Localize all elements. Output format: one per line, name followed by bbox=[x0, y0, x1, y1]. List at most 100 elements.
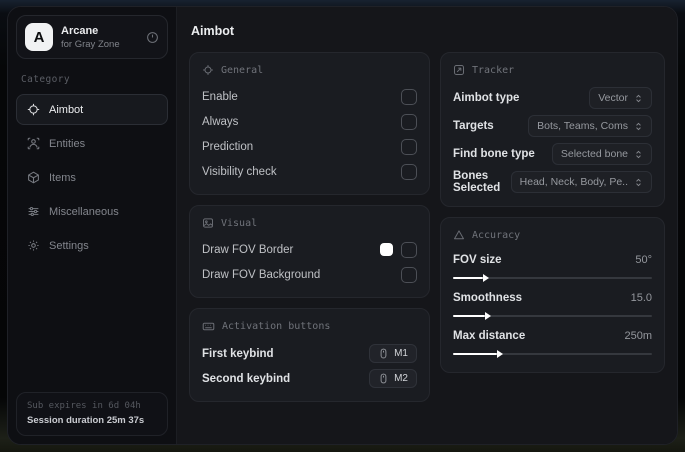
slider-fill bbox=[453, 312, 491, 320]
slider-thumb[interactable] bbox=[482, 274, 489, 282]
setting-label: Max distance bbox=[453, 330, 526, 342]
crosshair-icon bbox=[27, 103, 40, 116]
brand-texts: Arcane for Gray Zone bbox=[61, 25, 120, 50]
setting-row-enable: Enable bbox=[202, 85, 417, 108]
targets-select[interactable]: Bots, Teams, Coms bbox=[528, 115, 652, 137]
setting-label: Enable bbox=[202, 90, 238, 103]
sidebar-item-settings[interactable]: Settings bbox=[16, 230, 168, 261]
activation-buttons-card: Activation buttons First keybind M1 bbox=[189, 308, 430, 402]
smoothness-slider[interactable] bbox=[453, 312, 652, 320]
select-value: Selected bone bbox=[560, 148, 628, 160]
setting-label: First keybind bbox=[202, 347, 274, 360]
fov-border-color-swatch[interactable] bbox=[380, 243, 393, 256]
setting-row-targets: Targets Bots, Teams, Coms bbox=[453, 113, 652, 139]
setting-label: Find bone type bbox=[453, 148, 535, 160]
sidebar: A Arcane for Gray Zone Category Aimbot bbox=[8, 7, 177, 444]
setting-row-visibility-check: Visibility check bbox=[202, 160, 417, 183]
main-panel: Aimbot General Enable bbox=[177, 7, 677, 444]
slider-fill bbox=[453, 350, 503, 358]
sliders-icon bbox=[27, 205, 40, 218]
slider-fill bbox=[453, 274, 489, 282]
visibility-check-checkbox[interactable] bbox=[401, 163, 417, 180]
mouse-icon bbox=[378, 373, 389, 384]
max-distance-slider-group: Max distance 250m bbox=[453, 326, 652, 358]
always-checkbox[interactable] bbox=[401, 113, 417, 130]
setting-row-draw-fov-border: Draw FOV Border bbox=[202, 238, 417, 261]
keyboard-icon bbox=[202, 320, 215, 333]
accuracy-card-header: Accuracy bbox=[453, 229, 652, 241]
bones-selected-select[interactable]: Head, Neck, Body, Pe.. bbox=[510, 171, 652, 193]
select-value: Bots, Teams, Coms bbox=[537, 120, 628, 132]
setting-label: Bones Selected bbox=[453, 170, 501, 194]
mouse-icon bbox=[378, 348, 389, 359]
subscription-status-card: Sub expires in 6d 04h Session duration 2… bbox=[16, 392, 168, 436]
chevron-up-down-icon bbox=[634, 94, 643, 103]
setting-row-aimbot-type: Aimbot type Vector bbox=[453, 85, 652, 111]
category-label: Category bbox=[21, 74, 70, 85]
crosshair-icon bbox=[202, 64, 214, 76]
prediction-checkbox[interactable] bbox=[401, 138, 417, 155]
enable-checkbox[interactable] bbox=[401, 88, 417, 105]
entities-icon bbox=[27, 137, 40, 150]
tracker-card-header: Tracker bbox=[453, 64, 652, 76]
second-keybind-button[interactable]: M2 bbox=[369, 369, 417, 388]
slider-value: 15.0 bbox=[630, 292, 652, 304]
setting-row-first-keybind: First keybind M1 bbox=[202, 342, 417, 365]
app-window: A Arcane for Gray Zone Category Aimbot bbox=[7, 6, 678, 445]
chevron-up-down-icon bbox=[634, 178, 643, 187]
visual-card: Visual Draw FOV Border Draw FOV Backgrou… bbox=[189, 205, 430, 298]
setting-row-find-bone-type: Find bone type Selected bone bbox=[453, 141, 652, 167]
accuracy-card-title: Accuracy bbox=[472, 229, 521, 241]
sidebar-item-miscellaneous[interactable]: Miscellaneous bbox=[16, 196, 168, 227]
setting-label: Always bbox=[202, 115, 239, 128]
app-subtitle: for Gray Zone bbox=[61, 38, 120, 50]
sidebar-item-items[interactable]: Items bbox=[16, 162, 168, 193]
slider-head: Max distance 250m bbox=[453, 326, 652, 346]
main-header: Aimbot bbox=[177, 7, 677, 49]
setting-label: Smoothness bbox=[453, 292, 523, 304]
slider-thumb[interactable] bbox=[496, 350, 503, 358]
setting-row-second-keybind: Second keybind M2 bbox=[202, 367, 417, 390]
find-bone-type-select[interactable]: Selected bone bbox=[551, 143, 652, 165]
smoothness-slider-group: Smoothness 15.0 bbox=[453, 288, 652, 320]
setting-label: Second keybind bbox=[202, 372, 291, 385]
max-distance-slider[interactable] bbox=[453, 350, 652, 358]
visual-card-title: Visual bbox=[221, 217, 258, 229]
visual-card-header: Visual bbox=[202, 217, 417, 229]
sidebar-item-label: Aimbot bbox=[49, 103, 84, 116]
setting-label: Visibility check bbox=[202, 165, 277, 178]
fov-size-slider[interactable] bbox=[453, 274, 652, 282]
sidebar-item-entities[interactable]: Entities bbox=[16, 128, 168, 159]
slider-thumb[interactable] bbox=[484, 312, 491, 320]
accuracy-card: Accuracy FOV size 50° bbox=[440, 217, 665, 373]
first-keybind-button[interactable]: M1 bbox=[369, 344, 417, 363]
tracker-card-title: Tracker bbox=[472, 64, 515, 76]
sidebar-item-label: Items bbox=[49, 171, 76, 184]
setting-label: Aimbot type bbox=[453, 92, 520, 104]
setting-label: Targets bbox=[453, 120, 494, 132]
gear-icon bbox=[27, 239, 40, 252]
draw-fov-background-checkbox[interactable] bbox=[401, 266, 417, 283]
app-logo: A bbox=[25, 23, 53, 51]
setting-label: Draw FOV Border bbox=[202, 243, 294, 256]
sidebar-item-label: Miscellaneous bbox=[49, 205, 119, 218]
chevron-up-down-icon bbox=[634, 150, 643, 159]
session-duration-text: Session duration 25m 37s bbox=[27, 415, 145, 426]
draw-fov-border-checkbox[interactable] bbox=[401, 241, 417, 258]
setting-row-prediction: Prediction bbox=[202, 135, 417, 158]
sidebar-item-label: Entities bbox=[49, 137, 86, 150]
general-card-title: General bbox=[221, 64, 264, 76]
aimbot-type-select[interactable]: Vector bbox=[589, 87, 652, 109]
keybind-value: M2 bbox=[394, 373, 408, 384]
sidebar-item-aimbot[interactable]: Aimbot bbox=[16, 94, 168, 125]
chevron-up-down-icon bbox=[634, 122, 643, 131]
general-card-header: General bbox=[202, 64, 417, 76]
slider-value: 250m bbox=[624, 330, 652, 342]
scan-target-icon bbox=[453, 64, 465, 76]
left-column: General Enable Always Prediction bbox=[189, 52, 430, 402]
power-icon[interactable] bbox=[146, 31, 159, 44]
triangle-icon bbox=[453, 229, 465, 241]
setting-label: FOV size bbox=[453, 254, 502, 266]
tracker-card: Tracker Aimbot type Vector bbox=[440, 52, 665, 207]
brand-card: A Arcane for Gray Zone bbox=[16, 15, 168, 59]
